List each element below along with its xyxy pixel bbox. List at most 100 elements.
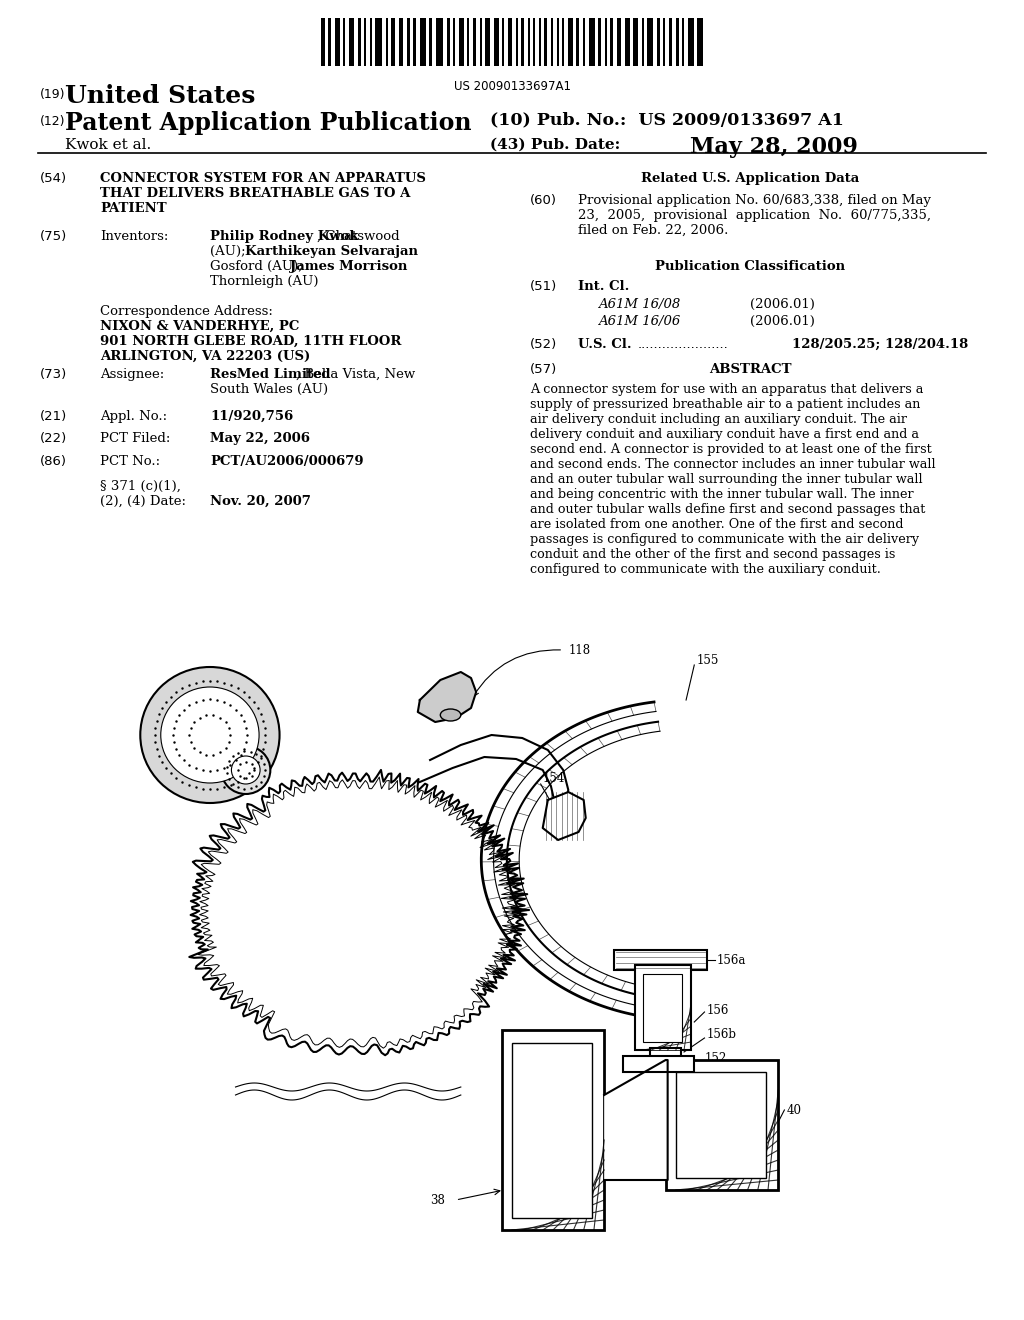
Bar	[467, 18, 469, 66]
Text: configured to communicate with the auxiliary conduit.: configured to communicate with the auxil…	[530, 564, 881, 576]
Text: Correspondence Address:: Correspondence Address:	[100, 305, 272, 318]
Bar	[616, 18, 621, 66]
Polygon shape	[604, 1060, 668, 1180]
Text: (51): (51)	[530, 280, 557, 293]
Text: Related U.S. Application Data: Related U.S. Application Data	[641, 172, 859, 185]
Text: and being concentric with the inner tubular wall. The inner: and being concentric with the inner tubu…	[530, 488, 913, 502]
Circle shape	[140, 667, 280, 803]
Polygon shape	[189, 770, 528, 1055]
Text: 901 NORTH GLEBE ROAD, 11TH FLOOR: 901 NORTH GLEBE ROAD, 11TH FLOOR	[100, 335, 401, 348]
Text: supply of pressurized breathable air to a patient includes an: supply of pressurized breathable air to …	[530, 399, 921, 411]
Text: PCT/AU2006/000679: PCT/AU2006/000679	[210, 455, 364, 469]
Text: THAT DELIVERS BREATHABLE GAS TO A: THAT DELIVERS BREATHABLE GAS TO A	[100, 187, 411, 201]
Text: (AU);: (AU);	[210, 246, 250, 257]
Text: South Wales (AU): South Wales (AU)	[210, 383, 328, 396]
Bar	[335, 18, 340, 66]
Text: (73): (73)	[40, 368, 68, 381]
Text: (21): (21)	[40, 411, 68, 422]
Text: Karthikeyan Selvarajan: Karthikeyan Selvarajan	[245, 246, 418, 257]
Text: are isolated from one another. One of the first and second: are isolated from one another. One of th…	[530, 517, 903, 531]
Bar	[357, 18, 360, 66]
Bar	[551, 18, 553, 66]
Bar	[583, 18, 585, 66]
Text: ARLINGTON, VA 22203 (US): ARLINGTON, VA 22203 (US)	[100, 350, 310, 363]
Bar	[420, 18, 426, 66]
Text: (43) Pub. Date:: (43) Pub. Date:	[490, 139, 621, 152]
Bar	[562, 18, 564, 66]
Bar	[391, 18, 395, 66]
Text: United States: United States	[65, 84, 255, 108]
Text: A61M 16/06: A61M 16/06	[598, 315, 680, 327]
Text: (52): (52)	[530, 338, 557, 351]
Bar	[676, 1072, 766, 1177]
Text: 155: 155	[696, 653, 719, 667]
Text: 152: 152	[705, 1052, 727, 1064]
Bar	[503, 18, 505, 66]
Text: Int. Cl.: Int. Cl.	[578, 280, 630, 293]
Text: ABSTRACT: ABSTRACT	[709, 363, 792, 376]
Text: May 22, 2006: May 22, 2006	[210, 432, 310, 445]
Bar	[414, 18, 416, 66]
Bar	[508, 18, 512, 66]
Text: (12): (12)	[40, 115, 66, 128]
Bar	[567, 18, 572, 66]
Bar	[502, 1030, 604, 1230]
Text: 40: 40	[786, 1104, 802, 1117]
Bar	[436, 18, 443, 66]
Text: 156: 156	[707, 1003, 729, 1016]
Text: PATIENT: PATIENT	[100, 202, 167, 215]
Bar	[669, 18, 672, 66]
Text: Kwok et al.: Kwok et al.	[65, 139, 152, 152]
Text: passages is configured to communicate with the air delivery: passages is configured to communicate wi…	[530, 533, 920, 546]
Bar	[577, 18, 580, 66]
Ellipse shape	[440, 709, 461, 721]
Bar	[666, 1060, 778, 1191]
Bar	[625, 18, 630, 66]
Text: Inventors:: Inventors:	[100, 230, 168, 243]
Text: US 20090133697A1: US 20090133697A1	[454, 81, 570, 92]
Bar	[485, 18, 490, 66]
Text: and outer tubular walls define first and second passages that: and outer tubular walls define first and…	[530, 503, 926, 516]
Text: (19): (19)	[40, 88, 66, 102]
Bar	[610, 18, 613, 66]
Bar	[459, 18, 464, 66]
Text: ......................: ......................	[638, 338, 729, 351]
Text: 38: 38	[430, 1193, 445, 1206]
Bar	[399, 18, 403, 66]
Text: 156a: 156a	[717, 953, 746, 966]
Text: A connector system for use with an apparatus that delivers a: A connector system for use with an appar…	[530, 383, 924, 396]
Text: (57): (57)	[530, 363, 557, 376]
Text: (86): (86)	[40, 455, 67, 469]
Bar	[521, 18, 524, 66]
Text: delivery conduit and auxiliary conduit have a first end and a: delivery conduit and auxiliary conduit h…	[530, 428, 919, 441]
Polygon shape	[418, 672, 476, 722]
Bar	[328, 18, 331, 66]
Text: ResMed Limited: ResMed Limited	[210, 368, 331, 381]
Bar	[650, 1048, 681, 1059]
Bar	[642, 18, 644, 66]
Text: Assignee:: Assignee:	[100, 368, 164, 381]
Bar	[633, 18, 638, 66]
Text: (60): (60)	[530, 194, 557, 207]
Text: (2006.01): (2006.01)	[750, 315, 815, 327]
Bar	[349, 18, 354, 66]
Text: 154: 154	[543, 771, 565, 784]
Bar	[527, 18, 529, 66]
Text: (10) Pub. No.:  US 2009/0133697 A1: (10) Pub. No.: US 2009/0133697 A1	[490, 111, 844, 128]
Bar	[664, 18, 666, 66]
Bar	[635, 965, 691, 1049]
Text: A61M 16/08: A61M 16/08	[598, 298, 680, 312]
Text: Nov. 20, 2007: Nov. 20, 2007	[210, 495, 311, 508]
Bar	[370, 18, 372, 66]
Text: second end. A connector is provided to at least one of the first: second end. A connector is provided to a…	[530, 444, 932, 455]
Text: (2006.01): (2006.01)	[750, 298, 815, 312]
Text: NIXON & VANDERHYE, PC: NIXON & VANDERHYE, PC	[100, 319, 299, 333]
Bar	[454, 18, 456, 66]
Bar	[386, 18, 388, 66]
Bar	[365, 18, 367, 66]
Text: 118: 118	[568, 644, 591, 656]
Text: , Bella Vista, New: , Bella Vista, New	[296, 368, 416, 381]
Circle shape	[221, 746, 270, 795]
Bar	[545, 18, 548, 66]
Text: CONNECTOR SYSTEM FOR AN APPARATUS: CONNECTOR SYSTEM FOR AN APPARATUS	[100, 172, 426, 185]
